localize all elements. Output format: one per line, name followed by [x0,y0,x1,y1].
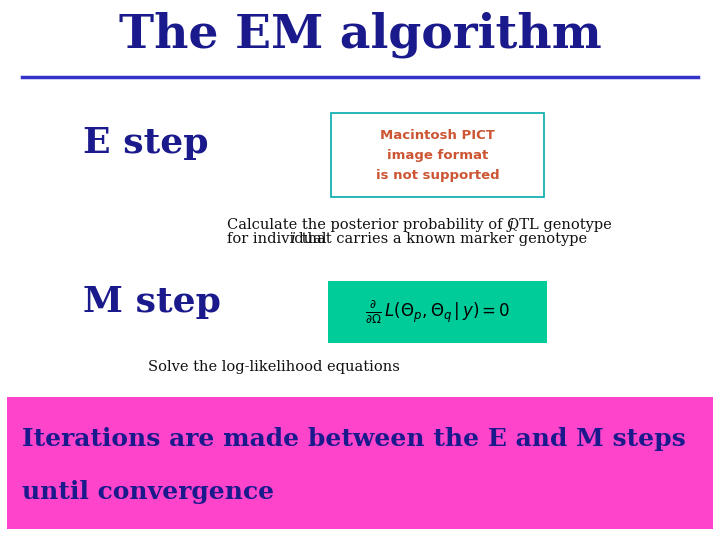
Text: image format: image format [387,148,488,162]
Text: Macintosh PICT: Macintosh PICT [380,129,495,142]
Text: E step: E step [83,126,208,160]
Text: M step: M step [83,286,220,319]
Text: until convergence: until convergence [22,480,274,504]
FancyBboxPatch shape [7,397,713,529]
Text: that carries a known marker genotype: that carries a known marker genotype [297,232,588,246]
Text: j: j [509,218,513,232]
Text: Solve the log-likelihood equations: Solve the log-likelihood equations [148,360,400,374]
Text: Iterations are made between the E and M steps: Iterations are made between the E and M … [22,427,685,451]
FancyBboxPatch shape [328,281,547,343]
Text: Calculate the posterior probability of QTL genotype: Calculate the posterior probability of Q… [227,218,616,232]
Text: $\frac{\partial}{\partial\Omega}\,L(\Theta_p,\Theta_q\,|\,y) = 0$: $\frac{\partial}{\partial\Omega}\,L(\The… [364,299,510,325]
Text: is not supported: is not supported [376,168,499,182]
Text: The EM algorithm: The EM algorithm [119,12,601,58]
Text: for individual: for individual [227,232,331,246]
Text: i: i [290,232,294,246]
FancyBboxPatch shape [331,113,544,197]
